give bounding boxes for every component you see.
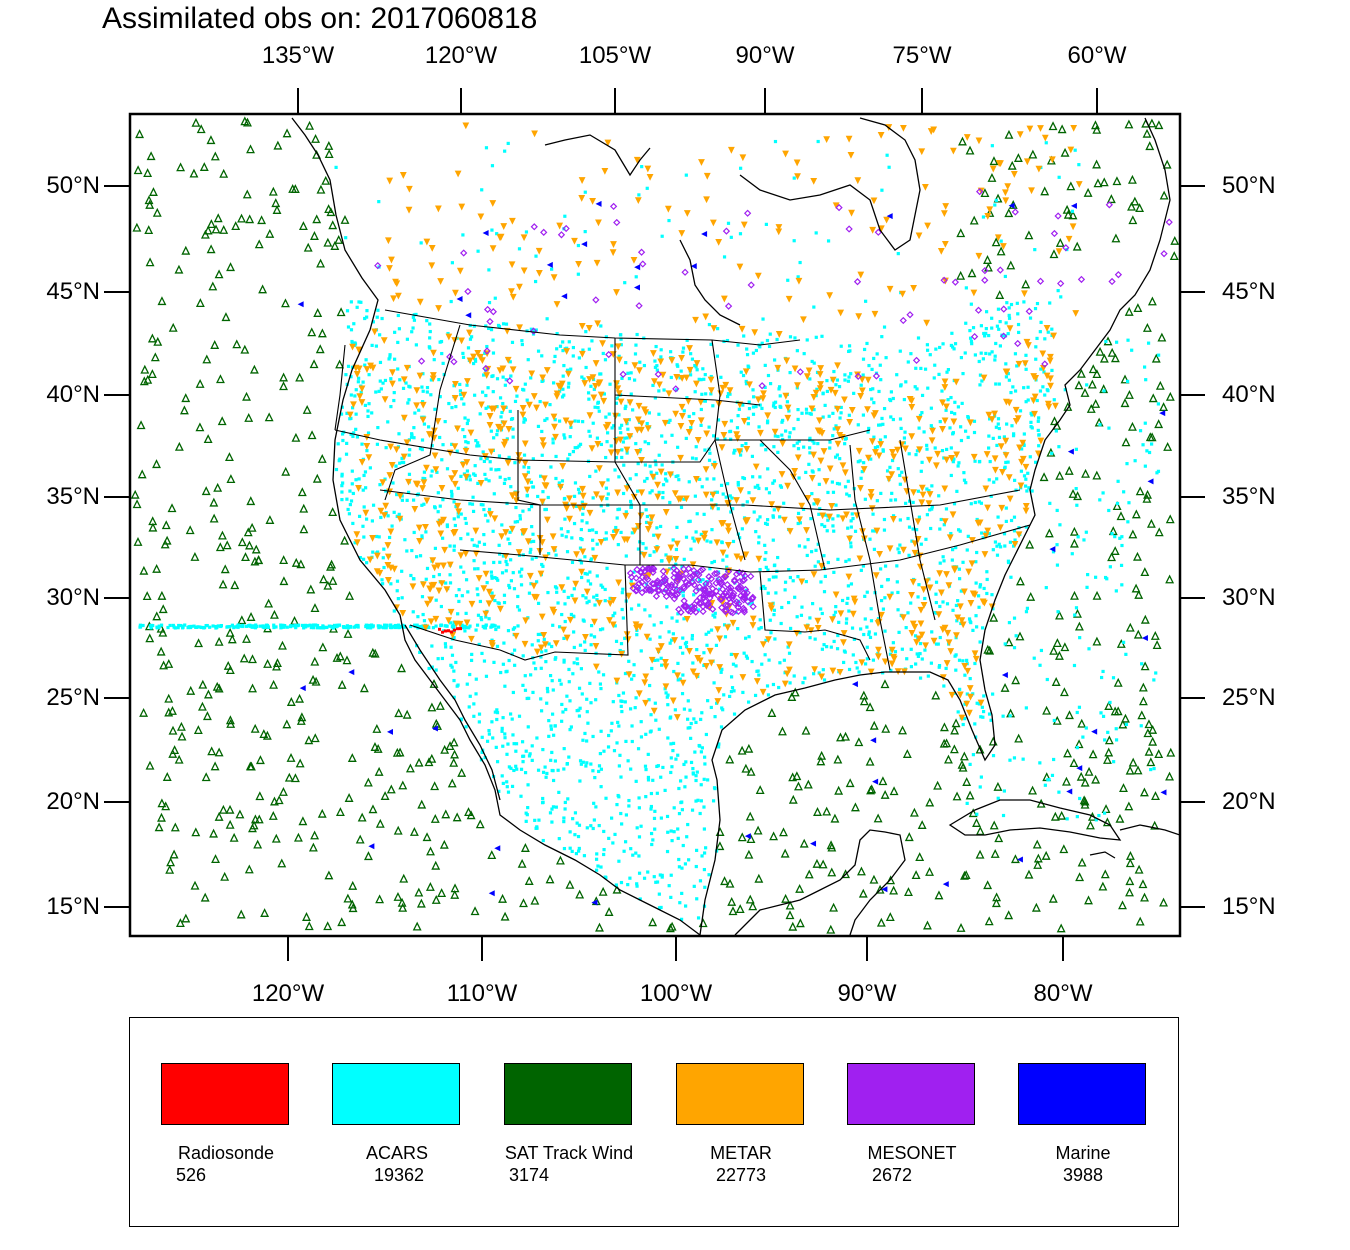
legend-label: SAT Track Wind: [504, 1143, 634, 1163]
legend-item-sat-track-wind: SAT Track Wind 3174: [504, 1063, 634, 1185]
legend-label: METAR: [710, 1143, 772, 1163]
right-tick-25n: 25°N: [1222, 684, 1276, 711]
legend-item-mesonet: MESONET 2672: [847, 1063, 977, 1185]
legend-item-metar: METAR 22773: [676, 1063, 806, 1185]
top-tick-75w: 75°W: [892, 42, 952, 69]
left-tick-45n: 45°N: [46, 278, 100, 305]
legend-label: ACARS: [365, 1143, 428, 1163]
left-tick-20n: 20°N: [46, 788, 100, 815]
legend-count: 22773: [715, 1165, 767, 1185]
legend-label: Radiosonde: [177, 1143, 275, 1163]
state-borders: [334, 309, 1031, 671]
coastlines: [291, 117, 1180, 936]
left-tick-40n: 40°N: [46, 381, 100, 408]
radiosonde-swatch: [161, 1063, 289, 1125]
bottom-tick-80w: 80°W: [1033, 980, 1093, 1007]
top-tick-135w: 135°W: [261, 42, 335, 69]
right-tick-45n: 45°N: [1222, 278, 1276, 305]
legend: Radiosonde 526 ACARS 19362 SAT Track Win…: [129, 1017, 1179, 1227]
right-tick-50n: 50°N: [1222, 172, 1276, 199]
bottom-tick-90w: 90°W: [837, 980, 897, 1007]
legend-item-marine: Marine 3988: [1018, 1063, 1148, 1185]
legend-label: MESONET: [867, 1143, 957, 1163]
legend-count: 3988: [1062, 1165, 1104, 1185]
observation-map: [104, 88, 1205, 961]
legend-count: 19362: [373, 1165, 425, 1185]
top-tick-105w: 105°W: [578, 42, 652, 69]
left-tick-15n: 15°N: [46, 893, 100, 920]
bottom-tick-100w: 100°W: [639, 980, 713, 1007]
legend-count: 3174: [508, 1165, 550, 1185]
bottom-tick-120w: 120°W: [251, 980, 325, 1007]
left-tick-25n: 25°N: [46, 684, 100, 711]
mesonet-swatch: [847, 1063, 975, 1125]
tick-marks: [104, 88, 1205, 961]
observation-points: [130, 116, 1180, 934]
legend-count: 526: [175, 1165, 207, 1185]
legend-count: 2672: [871, 1165, 913, 1185]
legend-label: Marine: [1055, 1143, 1111, 1163]
right-tick-15n: 15°N: [1222, 893, 1276, 920]
sat-track-wind-swatch: [504, 1063, 632, 1125]
right-tick-20n: 20°N: [1222, 788, 1276, 815]
metar-swatch: [676, 1063, 804, 1125]
legend-item-radiosonde: Radiosonde 526: [161, 1063, 291, 1185]
left-tick-35n: 35°N: [46, 483, 100, 510]
right-tick-35n: 35°N: [1222, 483, 1276, 510]
acars-swatch: [332, 1063, 460, 1125]
left-tick-30n: 30°N: [46, 584, 100, 611]
map-frame: [128, 112, 1182, 938]
right-tick-30n: 30°N: [1222, 584, 1276, 611]
chart-title: Assimilated obs on: 2017060818: [102, 2, 538, 35]
legend-item-acars: ACARS 19362: [332, 1063, 462, 1185]
top-tick-90w: 90°W: [735, 42, 795, 69]
marine-swatch: [1018, 1063, 1146, 1125]
top-tick-60w: 60°W: [1067, 42, 1127, 69]
bottom-tick-110w: 110°W: [446, 980, 518, 1007]
right-tick-40n: 40°N: [1222, 381, 1276, 408]
left-tick-50n: 50°N: [46, 172, 100, 199]
top-tick-120w: 120°W: [424, 42, 498, 69]
